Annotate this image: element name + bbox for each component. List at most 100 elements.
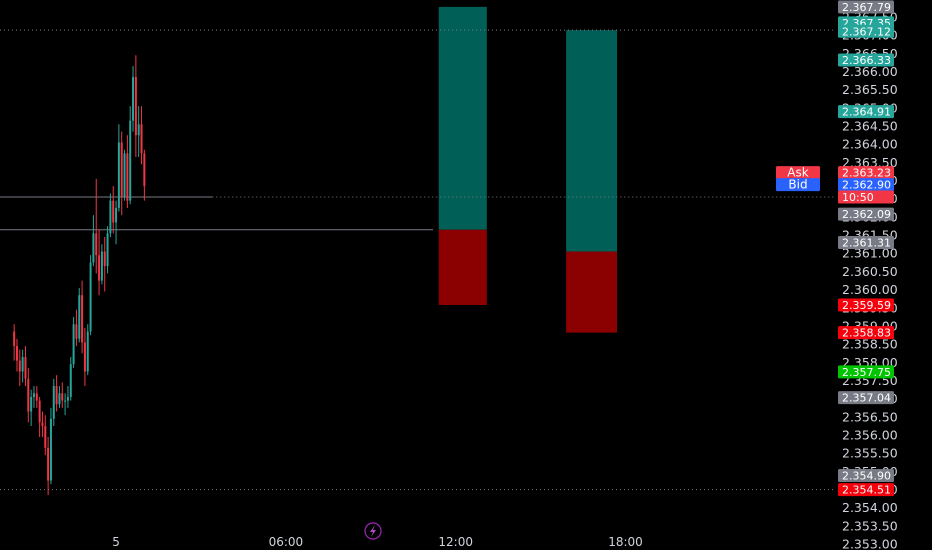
price-tags: 2.367.792.367.352.367.122.366.332.364.91…	[838, 0, 894, 497]
price-tag-11: 2.359.59	[838, 298, 894, 312]
x-tick-label-3: 12:00	[438, 535, 473, 549]
time-axis[interactable]: 5 06:00 12:00 18:00	[112, 535, 643, 549]
candle-17	[58, 386, 61, 408]
candle-37	[115, 200, 118, 245]
candle-12	[44, 415, 47, 456]
candle-18	[61, 382, 64, 408]
price-tag-label: 2.361.31	[842, 236, 891, 249]
candle-body	[123, 153, 126, 198]
price-tag-1: 2.367.79	[838, 0, 894, 14]
candle-body	[13, 331, 16, 347]
candle-43	[132, 66, 135, 132]
candle-41	[126, 135, 129, 208]
candle-body	[27, 378, 30, 412]
price-tag-15: 2.354.90	[838, 468, 894, 482]
candle-body	[69, 364, 72, 397]
price-tag-label: 2.354.90	[842, 469, 891, 482]
candle-body	[103, 251, 106, 267]
candle-body	[61, 393, 64, 401]
candle-34	[106, 226, 109, 274]
candle-body	[112, 200, 115, 223]
y-tick-label-14: 2.361.00	[842, 246, 898, 261]
price-tag-label: 2.358.83	[842, 327, 891, 340]
candle-body	[15, 346, 18, 361]
candle-body	[117, 142, 120, 208]
price-tag-label: 2.367.12	[842, 25, 891, 38]
candle-body	[100, 251, 103, 281]
ask-badge: Ask	[776, 166, 820, 180]
candle-32	[100, 244, 103, 285]
candle-body	[129, 120, 132, 201]
candle-body	[30, 396, 33, 412]
candle-body	[134, 77, 137, 136]
candle-10	[38, 396, 41, 437]
candle-body	[115, 207, 118, 223]
candle-39	[120, 131, 123, 216]
price-tag-13: 2.357.75	[838, 365, 894, 379]
candle-body	[109, 200, 112, 234]
price-tag-label: 2.354.51	[842, 484, 891, 497]
position-1-target-zone[interactable]	[438, 6, 487, 230]
y-tick-label-16: 2.360.00	[842, 282, 898, 297]
candle-47	[143, 149, 146, 201]
price-tag-label: 2.357.75	[842, 366, 891, 379]
candle-15	[52, 378, 55, 427]
candle-21	[69, 356, 72, 401]
candle-body	[137, 124, 140, 136]
y-tick-label-7: 2.364.50	[842, 119, 898, 134]
candle-body	[120, 142, 123, 198]
y-tick-label-28: 2.354.00	[842, 500, 898, 515]
y-tick-label-5: 2.365.50	[842, 82, 898, 97]
y-tick-label-25: 2.355.50	[842, 446, 898, 461]
candle-35	[109, 193, 112, 238]
y-tick-label-19: 2.358.50	[842, 337, 898, 352]
x-tick-label-4: 18:00	[608, 535, 643, 549]
candle-4	[21, 349, 24, 383]
price-tag-label: 2.363.23	[842, 167, 891, 180]
badge-bg	[776, 166, 820, 180]
price-tag-label: 2.364.91	[842, 106, 891, 119]
candlestick-series	[13, 55, 146, 496]
candle-body	[72, 324, 75, 365]
candle-body	[21, 356, 24, 372]
badge-label: Bid	[788, 178, 807, 192]
y-tick-label-24: 2.356.00	[842, 427, 898, 442]
y-tick-label-8: 2.364.00	[842, 137, 898, 152]
candle-3	[18, 349, 21, 387]
candle-25	[81, 280, 84, 354]
candle-body	[126, 153, 129, 201]
price-tag-10: 2.361.31	[838, 235, 894, 249]
candle-23	[75, 309, 78, 347]
candle-body	[78, 295, 81, 339]
price-tag-14: 2.357.04	[838, 391, 894, 405]
candle-46	[140, 106, 143, 165]
candle-body	[35, 393, 38, 401]
position-2-stop-zone[interactable]	[566, 251, 618, 333]
candle-body	[83, 342, 86, 372]
candle-38	[117, 124, 120, 212]
badge-bg	[776, 178, 820, 192]
candle-16	[55, 375, 58, 412]
price-tag-8: 10:50	[838, 190, 894, 204]
candle-body	[64, 400, 67, 402]
y-tick-label-23: 2.356.50	[842, 409, 898, 424]
candle-body	[143, 153, 146, 187]
candle-body	[66, 396, 69, 401]
position-1-stop-zone[interactable]	[438, 229, 487, 305]
position-2-target-zone[interactable]	[566, 30, 618, 252]
candle-27	[86, 324, 89, 376]
price-tag-bg	[838, 468, 894, 482]
lightning-icon[interactable]	[364, 522, 382, 540]
price-tag-bg	[838, 365, 894, 379]
price-tag-4: 2.366.33	[838, 53, 894, 67]
price-tag-16: 2.354.51	[838, 483, 894, 497]
candle-body	[55, 386, 58, 405]
candle-body	[81, 295, 84, 343]
candle-45	[137, 106, 140, 158]
candle-20	[66, 386, 69, 408]
candle-40	[123, 149, 126, 201]
badge-label: Ask	[787, 166, 808, 180]
y-tick-label-30: 2.353.00	[842, 537, 898, 550]
